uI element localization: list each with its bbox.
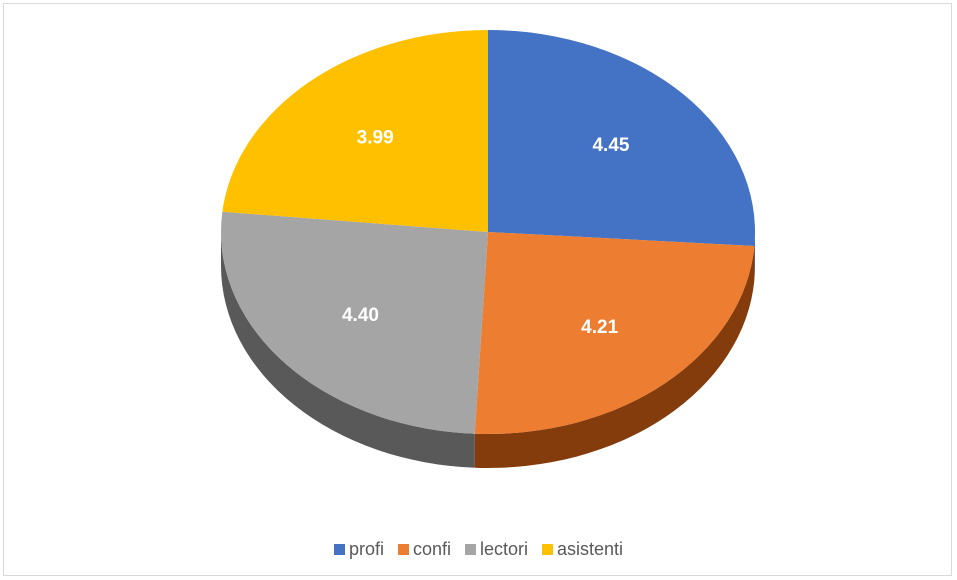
legend-swatch: [542, 543, 553, 555]
data-label-confi: 4.21: [581, 317, 618, 338]
legend-label: lectori: [479, 538, 528, 559]
pie-slice-asistenti[interactable]: [222, 30, 488, 232]
pie-sides: [221, 232, 755, 468]
legend-label: confi: [412, 538, 451, 559]
legend-swatch: [333, 543, 345, 555]
data-label-lectori: 4.40: [342, 305, 379, 326]
legend-label: profi: [348, 538, 384, 559]
pie-data-labels: 4.45 4.21 4.40 3.99: [342, 128, 630, 339]
legend-item-asistenti: asistenti: [542, 539, 623, 560]
pie-slice-profi[interactable]: [488, 30, 755, 246]
data-label-profi: 4.45: [592, 135, 629, 156]
legend-swatch: [397, 543, 409, 555]
legend-swatch: [464, 543, 476, 555]
pie-side-confi: [474, 245, 755, 468]
legend-item-profi: profi: [333, 538, 384, 560]
legend-label: asistenti: [557, 538, 624, 559]
pie-slices: [221, 30, 755, 434]
pie-side-lectori: [221, 232, 475, 468]
data-label-asistenti: 3.99: [357, 128, 394, 149]
pie-side-profi: [754, 232, 755, 280]
pie-slice-confi[interactable]: [474, 232, 755, 434]
legend-item-confi: confi: [397, 538, 451, 560]
legend: profi confi lectori asistenti: [0, 537, 957, 561]
pie-slice-lectori[interactable]: [221, 211, 488, 434]
legend-item-lectori: lectori: [464, 538, 528, 560]
